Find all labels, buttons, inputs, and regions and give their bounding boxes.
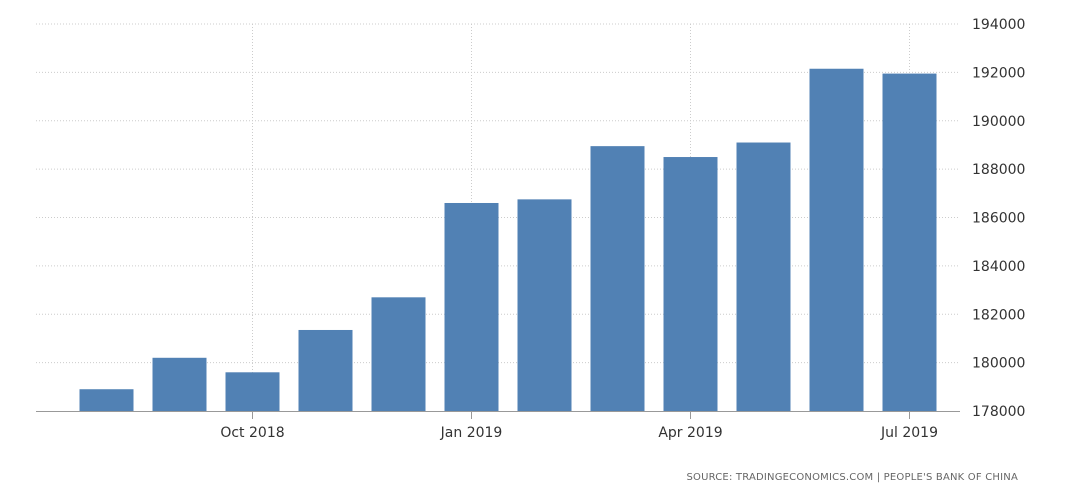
x-axis-ticks: Oct 2018 Jan 2019 Apr 2019 Jul 2019 bbox=[220, 425, 938, 441]
y-tick-label: 190000 bbox=[972, 114, 1025, 130]
bar-aug-2018 bbox=[79, 389, 134, 411]
y-tick-label: 188000 bbox=[972, 162, 1025, 178]
x-tick-label: Oct 2018 bbox=[220, 425, 284, 441]
bar-sep-2018 bbox=[152, 357, 207, 411]
bar-jun-2019 bbox=[809, 68, 864, 411]
y-tick-label: 192000 bbox=[972, 65, 1025, 81]
bar-may-2019 bbox=[736, 142, 791, 412]
y-tick-label: 180000 bbox=[972, 356, 1025, 372]
bar-oct-2018 bbox=[225, 372, 280, 411]
chart-frame: 178000 180000 182000 184000 186000 188000 1900… bbox=[8, 0, 1072, 492]
bar-dec-2018 bbox=[371, 297, 426, 411]
bar-jan-2019 bbox=[444, 202, 499, 411]
y-tick-label: 194000 bbox=[972, 17, 1025, 33]
y-tick-label: 186000 bbox=[972, 211, 1025, 227]
x-tick-label: Jul 2019 bbox=[880, 425, 938, 441]
bar-apr-2019 bbox=[663, 157, 718, 411]
bar-layer bbox=[79, 68, 937, 412]
y-tick-label: 178000 bbox=[972, 404, 1025, 420]
source-label: SOURCE: TRADINGECONOMICS.COM | PEOPLE'S … bbox=[686, 472, 1018, 483]
x-tick-label: Jan 2019 bbox=[440, 425, 503, 441]
x-tick-label: Apr 2019 bbox=[658, 425, 722, 441]
bar-nov-2018 bbox=[298, 329, 353, 411]
y-tick-label: 182000 bbox=[972, 307, 1025, 323]
bar-mar-2019 bbox=[590, 146, 645, 411]
bar-chart: 178000 180000 182000 184000 186000 188000 1900… bbox=[36, 17, 1025, 483]
y-axis-ticks: 178000 180000 182000 184000 186000 188000 1900… bbox=[972, 17, 1025, 420]
bar-jul-2019 bbox=[882, 73, 937, 411]
bar-feb-2019 bbox=[517, 199, 572, 411]
y-tick-label: 184000 bbox=[972, 259, 1025, 275]
